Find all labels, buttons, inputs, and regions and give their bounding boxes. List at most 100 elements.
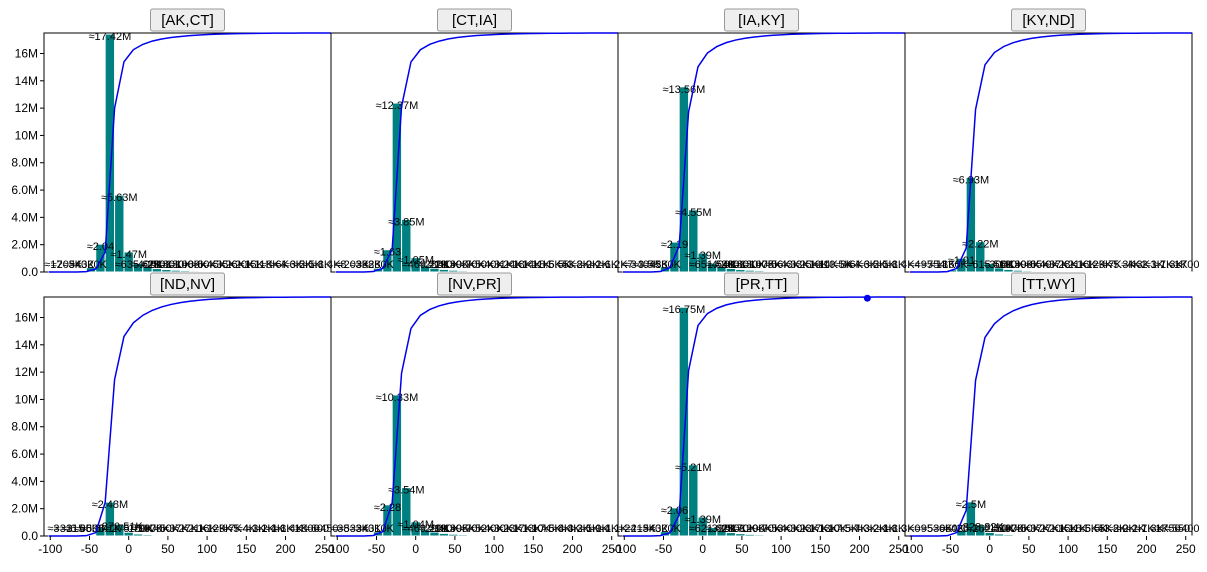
- panel-title: [AK,CT]: [161, 12, 214, 29]
- y-tick-label: 2.0M: [11, 238, 38, 252]
- y-tick-label: 6.0M: [11, 183, 38, 197]
- bar-value-label: ≈150K: [122, 523, 154, 535]
- x-tick-label: 150: [810, 542, 830, 556]
- x-tick-label: -100: [325, 542, 349, 556]
- bar-value-label: ≈28K: [1052, 259, 1078, 271]
- bar-value-label: ≈14K: [812, 259, 838, 271]
- bar-value-label: ≈1.01: [948, 255, 975, 267]
- x-tick-label: -100: [899, 542, 923, 556]
- histogram-bar: [104, 33, 116, 273]
- x-tick-label: 0: [125, 542, 132, 556]
- bar-value-label: ≈3.5K: [632, 259, 661, 271]
- bar-value-label: ≈5K: [1093, 523, 1113, 535]
- bar-value-label: ≈80K: [182, 259, 208, 271]
- bar-value-label: ≈3.85M: [388, 216, 425, 228]
- histogram-bar: [151, 534, 163, 537]
- histogram-bar: [104, 501, 116, 537]
- y-tick-label: 2.0M: [11, 502, 38, 516]
- bar-value-label: ≈1K: [1168, 259, 1188, 271]
- histogram-bar: [763, 534, 774, 537]
- bar-value-label: ≈130K: [1002, 259, 1034, 271]
- bar-value-label: ≈50K: [1015, 523, 1041, 535]
- cdf-line: [48, 296, 332, 537]
- bar-value-label: ≈4.1K: [237, 523, 266, 535]
- y-tick-label: 14M: [15, 338, 38, 352]
- bar-value-label: ≈31K: [488, 259, 514, 271]
- panel-frame: [330, 32, 619, 273]
- bar-value-label: ≈340: [625, 259, 649, 271]
- bar-value-label: ≈1.05M: [397, 255, 434, 267]
- bar-value-label: ≈5.63M: [101, 192, 138, 204]
- bar-value-label: ≈205: [51, 259, 75, 271]
- bar-value-label: ≈2.4K: [867, 523, 896, 535]
- histogram-bar: [975, 524, 986, 537]
- x-tick-label: 50: [448, 542, 462, 556]
- histogram-bar: [123, 251, 134, 273]
- bar-value-label: ≈40K: [775, 523, 801, 535]
- bar-value-label: ≈315: [60, 523, 84, 535]
- histogram-bar: [1031, 270, 1042, 273]
- bar-value-label: ≈8: [334, 259, 346, 271]
- panel-frame: [617, 296, 906, 537]
- bar-value-label: ≈635.62K: [115, 259, 163, 271]
- y-tick-label: 12M: [15, 101, 38, 115]
- x-tick-label: 100: [1058, 542, 1078, 556]
- x-tick-label: 200: [850, 542, 870, 556]
- bar-value-label: ≈180K: [150, 259, 182, 271]
- bar-value-label: ≈43K: [775, 259, 801, 271]
- histogram-bar: [170, 534, 181, 537]
- bar-value-label: ≈4.3K: [848, 523, 877, 535]
- bar-value-label: ≈49K: [1033, 259, 1059, 271]
- bar-value-label: ≈1.7K: [1126, 523, 1155, 535]
- bar-value-label: ≈75K: [756, 259, 782, 271]
- bar-value-label: ≈750: [1156, 523, 1180, 535]
- panel-grid: ≈17≈205≈3K≈40K≈320K≈2.04≈17.42M≈5.63M≈1.…: [43, 8, 1199, 537]
- bar-value-label: ≈1.3K: [1135, 523, 1164, 535]
- bar-value-label: ≈0: [908, 523, 920, 535]
- bar-value-label: ≈37K: [1024, 523, 1050, 535]
- bar-value-label: ≈754: [921, 259, 945, 271]
- bar-value-label: ≈2.5K: [867, 259, 896, 271]
- bar-value-label: ≈30K: [784, 523, 810, 535]
- bar-value-label: ≈15K: [238, 259, 264, 271]
- bar-value-label: ≈13.56M: [663, 84, 706, 96]
- bar-value-label: ≈180K: [724, 259, 756, 271]
- bar-value-label: ≈1.4K: [312, 259, 341, 271]
- bar-value-label: ≈3K: [62, 259, 82, 271]
- bar-value-label: ≈450: [314, 523, 338, 535]
- x-tick-label: 250: [602, 542, 622, 556]
- panel-frame: [43, 32, 332, 273]
- bar-value-label: ≈1.8K: [303, 259, 332, 271]
- cdf-line: [622, 32, 906, 273]
- bar-value-label: ≈11K: [526, 259, 551, 271]
- bar-value-label: ≈95K: [450, 523, 476, 535]
- bar-value-label: ≈7.6K: [533, 523, 562, 535]
- bar-value-label: ≈23K: [793, 523, 819, 535]
- x-tick-label: 250: [889, 542, 909, 556]
- bar-value-label: ≈1.47M: [110, 249, 147, 261]
- cdf-line: [909, 296, 1193, 537]
- bar-value-label: ≈533: [338, 523, 362, 535]
- bar-value-label: ≈3: [47, 523, 59, 535]
- bar-value-label: ≈2.19: [661, 239, 688, 251]
- y-tick-label: 4.0M: [11, 210, 38, 224]
- x-tick-label: 250: [315, 542, 335, 556]
- bar-value-label: ≈2.22M: [962, 239, 999, 251]
- x-tick-label: 200: [1137, 542, 1157, 556]
- bar-value-label: ≈700: [1175, 259, 1199, 271]
- bar-value-label: ≈21K: [182, 523, 208, 535]
- bar-value-label: ≈18K: [930, 259, 956, 271]
- panel-title: [TT,WY]: [1022, 276, 1075, 293]
- bar-value-label: ≈1.39M: [684, 514, 721, 526]
- bar-value-label: ≈621.02K: [689, 523, 737, 535]
- bar-value-label: ≈40K: [356, 523, 382, 535]
- histogram-bar: [189, 270, 200, 273]
- panel-title: [IA,KY]: [738, 12, 785, 29]
- histogram-bar: [1031, 534, 1042, 537]
- bar-value-label: ≈250K: [141, 259, 173, 271]
- histogram-bar: [1012, 534, 1024, 537]
- bar-value-label: ≈380K: [649, 259, 681, 271]
- bar-value-label: ≈70K: [459, 259, 485, 271]
- bar-value-label: ≈120K: [734, 523, 766, 535]
- panel-title-box: [150, 8, 225, 32]
